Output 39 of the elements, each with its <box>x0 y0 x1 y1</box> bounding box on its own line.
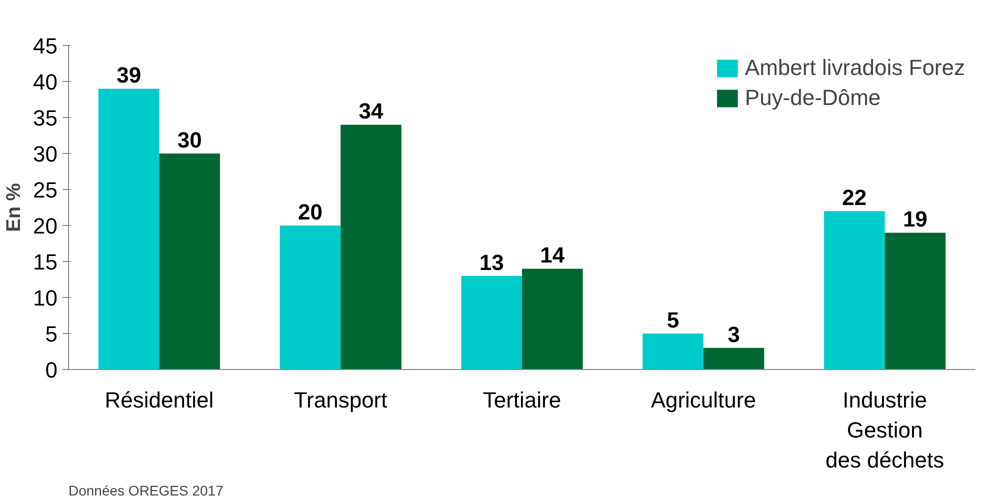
data-label: 13 <box>479 250 504 275</box>
y-tick-label: 10 <box>33 286 58 310</box>
bar <box>522 268 583 370</box>
y-tick-label: 40 <box>33 70 58 94</box>
bar <box>98 88 160 370</box>
x-tick-label: Résidentiel <box>104 388 214 412</box>
x-tick-label: Transport <box>294 388 388 412</box>
text: Données OREGES 2017 <box>68 482 224 498</box>
bar <box>703 348 764 370</box>
x-tick-label: Tertiaire <box>482 388 562 412</box>
data-label: 34 <box>358 98 384 124</box>
bar <box>280 226 341 370</box>
data-label: 30 <box>177 128 202 152</box>
x-tick-label: Agriculture <box>650 388 756 412</box>
y-tick-label: 0 <box>45 358 58 382</box>
bar <box>340 124 402 370</box>
bar <box>642 334 704 370</box>
y-tick-label: 20 <box>33 214 58 238</box>
bar <box>824 211 885 370</box>
data-label: 5 <box>666 308 680 332</box>
y-tick-label: 45 <box>33 34 58 58</box>
data-label: 19 <box>902 206 928 232</box>
y-tick-label: 35 <box>33 106 58 130</box>
data-label: 20 <box>298 200 322 224</box>
y-tick-label: 15 <box>33 250 58 274</box>
x-tick-label: Industrie Gestion des déchets <box>825 388 944 472</box>
y-axis-title: En % <box>3 182 26 232</box>
data-label: 14 <box>540 242 566 268</box>
bar <box>461 276 522 370</box>
y-tick-label: 30 <box>33 142 58 166</box>
y-tick-label: 25 <box>33 178 58 202</box>
legend-label: Ambert livradois Forez <box>744 55 965 81</box>
data-label: 22 <box>842 185 867 210</box>
bar <box>884 232 946 370</box>
data-label: 3 <box>728 322 740 347</box>
data-label: 39 <box>116 62 142 88</box>
legend-label: Puy-de-Dôme <box>744 85 881 111</box>
bar <box>159 154 220 370</box>
y-tick-label: 5 <box>45 322 58 346</box>
